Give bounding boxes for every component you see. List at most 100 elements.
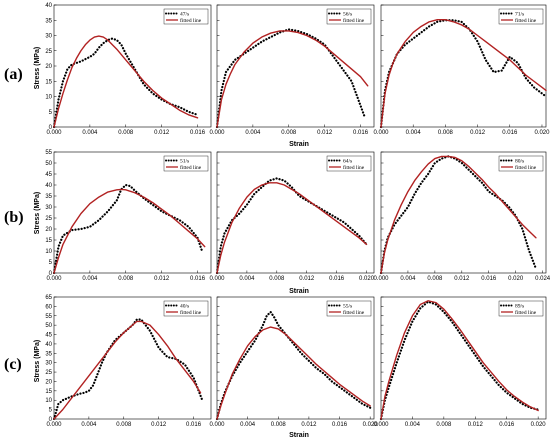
legend-label-fitted: fitted line: [515, 164, 537, 171]
legend-label-fitted: fitted line: [515, 309, 537, 316]
panel-2-0: 0.000 0.004 0.008 0.012 0.016 0 5 10 15 20 25 30 35 4…: [45, 295, 212, 428]
legend-label-measured: 47/s: [180, 12, 189, 18]
x-tick-label: 0.012: [151, 422, 167, 428]
x-tick-label: 0.004: [239, 276, 255, 282]
x-tick-label: 0.008: [118, 276, 134, 282]
legend-label-measured: 64/s: [343, 159, 352, 165]
fitted-series-line: [216, 30, 369, 128]
y-tick-label: 0: [49, 125, 53, 131]
measured-series-line: [379, 155, 538, 275]
x-tick-label: 0.000: [373, 130, 389, 136]
legend-label-fitted: fitted line: [180, 164, 202, 171]
x-tick-label: 0.012: [301, 422, 317, 428]
y-axis-label-b: Stress (MPa): [34, 192, 41, 234]
y-axis-label-c: Stress (MPa): [34, 340, 41, 382]
x-tick-label: 0.016: [481, 276, 497, 282]
y-tick-label: 40: [45, 342, 52, 348]
x-tick-label: 0.016: [332, 422, 348, 428]
x-axis-label-b: Strain: [289, 288, 309, 295]
x-axis-label-c: Strain: [289, 432, 309, 439]
y-tick-label: 5: [49, 260, 53, 266]
x-tick-label: 0.012: [317, 130, 333, 136]
x-tick-label: 0.004: [81, 422, 97, 428]
x-tick-label: 0.008: [116, 422, 132, 428]
y-tick-label: 40: [45, 183, 52, 189]
x-tick-label: 0.012: [299, 276, 315, 282]
y-tick-label: 25: [45, 216, 52, 222]
x-tick-label: 0.000: [209, 422, 225, 428]
y-tick-label: 45: [45, 172, 52, 178]
y-tick-label: 30: [45, 361, 52, 367]
legend-label-measured: 40/s: [180, 304, 189, 310]
y-tick-label: 55: [45, 150, 52, 156]
y-tick-label: 10: [45, 249, 52, 255]
y-tick-label: 20: [45, 64, 52, 70]
y-tick-label: 0: [49, 271, 53, 277]
legend-label-measured: 51/s: [180, 159, 189, 165]
panel-0-2: 0.000 0.004 0.008 0.012 0.016 0.020 71/sfitted…: [373, 4, 550, 136]
y-tick-label: 25: [45, 49, 52, 55]
y-axis-label-a: Stress (MPa): [34, 47, 41, 89]
y-tick-label: 65: [45, 295, 52, 301]
measured-series-line: [52, 183, 204, 275]
x-tick-label: 0.008: [427, 276, 443, 282]
legend-label-measured: 55/s: [343, 304, 352, 310]
legend-label-measured: 80/s: [515, 159, 524, 165]
panel-2-2: 0.000 0.004 0.008 0.012 0.016 0.020 89/sfitted…: [373, 296, 546, 428]
x-tick-label: 0.016: [329, 276, 345, 282]
panel-1-2: 0.000 0.004 0.008 0.012 0.016 0.020 0.024 80/sf…: [373, 151, 550, 282]
y-tick-label: 15: [45, 389, 52, 395]
x-tick-label: 0.016: [502, 130, 518, 136]
measured-series-line: [215, 310, 372, 421]
legend-label-measured: 56/s: [343, 12, 352, 18]
fitted-series-line: [380, 300, 539, 420]
x-tick-label: 0.016: [353, 130, 369, 136]
y-tick-label: 30: [45, 205, 52, 211]
panel-1-0: 0.000 0.004 0.008 0.012 0.016 0 5 10 15 20 25 30 35 4…: [45, 150, 212, 282]
fitted-series-line: [380, 155, 537, 274]
panels: 0.000 0.004 0.008 0.012 0.016 0 5 10 15 20 25 30 35 4…: [45, 3, 550, 428]
x-tick-label: 0.000: [209, 276, 225, 282]
x-tick-label: 0.008: [436, 422, 452, 428]
row-label-c: (c): [4, 356, 22, 373]
measured-series-line: [379, 300, 540, 421]
fitted-series-line: [53, 320, 202, 420]
legend-label-fitted: fitted line: [343, 17, 365, 24]
y-tick-label: 25: [45, 370, 52, 376]
measured-series-line: [52, 318, 204, 421]
legend-label-fitted: fitted line: [180, 17, 202, 24]
x-tick-label: 0.012: [154, 130, 170, 136]
x-tick-label: 0.000: [46, 276, 62, 282]
fitted-series-line: [216, 326, 371, 420]
y-tick-label: 30: [45, 34, 52, 40]
x-tick-label: 0.012: [468, 422, 484, 428]
plot-area: [216, 296, 375, 420]
y-tick-label: 5: [49, 408, 53, 414]
x-axis-labels: Strain Strain Strain: [289, 141, 309, 439]
x-tick-label: 0.008: [118, 130, 134, 136]
measured-series-line: [52, 37, 199, 129]
fitted-series-line: [53, 188, 206, 274]
y-tick-label: 50: [45, 161, 52, 167]
legend-label-fitted: fitted line: [343, 309, 365, 316]
x-tick-label: 0.004: [82, 130, 98, 136]
panel-0-0: 0.000 0.004 0.008 0.012 0.016 0 5 10 15 20 25 30 35 4…: [45, 3, 212, 136]
y-tick-label: 5: [49, 110, 53, 116]
measured-series-line: [215, 177, 368, 275]
x-tick-label: 0.008: [281, 130, 297, 136]
x-tick-label: 0.008: [269, 276, 285, 282]
x-axis-label-a: Strain: [289, 141, 309, 148]
x-tick-label: 0.008: [271, 422, 287, 428]
x-tick-label: 0.004: [240, 422, 256, 428]
x-tick-label: 0.016: [499, 422, 515, 428]
panel-2-1: 0.000 0.004 0.008 0.012 0.016 0.020 55/sfitted…: [209, 296, 378, 428]
fitted-series-line: [53, 35, 199, 128]
y-tick-label: 15: [45, 79, 52, 85]
fitted-series-line: [380, 18, 547, 128]
y-tick-label: 35: [45, 18, 52, 24]
